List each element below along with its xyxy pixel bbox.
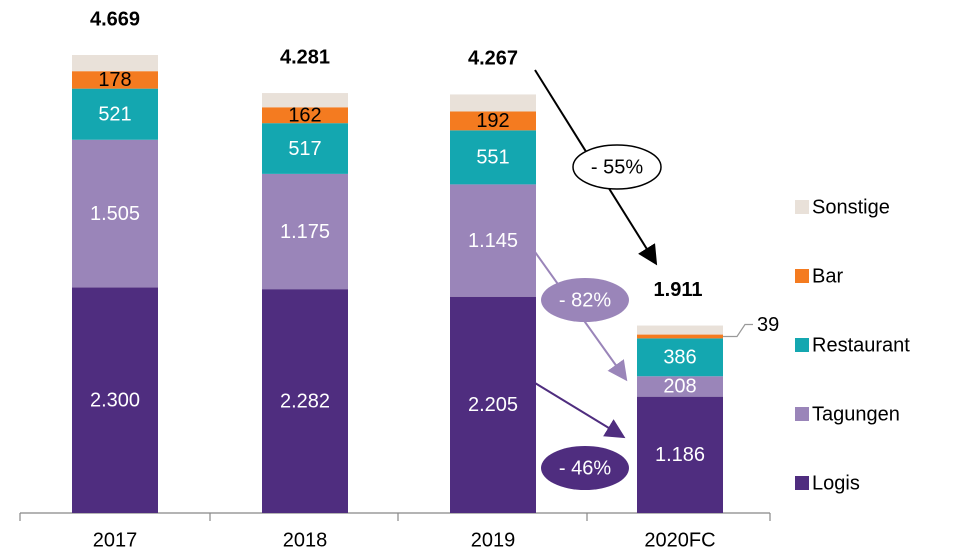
bar-segment [450, 111, 536, 131]
value-label: 39 [757, 314, 779, 336]
x-tick-label: 2020FC [644, 529, 715, 551]
value-label: 517 [288, 138, 321, 160]
annotation-bubble [541, 446, 629, 490]
bar-segment [450, 184, 536, 297]
value-label: 551 [476, 147, 509, 169]
bar-segment [637, 338, 723, 377]
bar-segment [450, 296, 536, 513]
value-label: 162 [288, 105, 321, 127]
x-tick-label: 2018 [283, 529, 328, 551]
value-label: 2.282 [280, 390, 330, 412]
total-label: 1.911 [654, 279, 703, 301]
annotation-bubble [541, 278, 629, 322]
legend-swatch [795, 338, 809, 352]
bar-segment [72, 287, 158, 513]
value-label: 1.505 [90, 203, 140, 225]
legend-label: Sonstige [812, 196, 890, 218]
annotation-bubble [572, 144, 662, 190]
legend-swatch [795, 476, 809, 490]
bar-segment [72, 139, 158, 288]
bar-segment [262, 123, 348, 174]
leader-line [723, 323, 753, 338]
x-tick-label: 2017 [93, 529, 138, 551]
bar-segment [637, 334, 723, 339]
arrow [534, 382, 626, 439]
bar-segment [637, 396, 723, 513]
bar-segment [262, 93, 348, 108]
bar-segment [72, 55, 158, 72]
annotation: - 46% [559, 457, 611, 479]
axis-ticks [19, 513, 771, 521]
bar-segment [72, 88, 158, 140]
total-label: 4.281 [280, 46, 330, 68]
annotation: - 55% [591, 156, 643, 178]
legend-swatch [795, 200, 809, 214]
legend-label: Logis [812, 472, 860, 494]
total-label: 4.669 [90, 8, 140, 30]
bar-segment [262, 173, 348, 290]
total-label: 4.267 [468, 48, 518, 70]
bar-segment [450, 94, 536, 112]
value-label: 178 [98, 69, 131, 91]
value-label: 521 [98, 103, 131, 125]
value-label: 2.300 [90, 389, 140, 411]
annotation: - 82% [559, 289, 611, 311]
legend-label: Tagungen [812, 403, 900, 425]
value-label: 192 [476, 110, 509, 132]
legend-label: Bar [812, 265, 843, 287]
bar-segment [637, 376, 723, 397]
bar-segment [450, 130, 536, 185]
x-tick-label: 2019 [471, 529, 516, 551]
value-label: 2.205 [468, 394, 518, 416]
bar-segment [262, 107, 348, 124]
bar-segment [72, 71, 158, 89]
value-label: 1.145 [468, 230, 518, 252]
bar-segment [262, 289, 348, 513]
legend-label: Restaurant [812, 334, 910, 356]
legend-swatch [795, 407, 809, 421]
value-label: 386 [663, 347, 696, 369]
legend-swatch [795, 269, 809, 283]
value-label: 1.186 [655, 444, 705, 466]
value-label: 1.175 [280, 221, 330, 243]
value-label: 208 [663, 376, 696, 398]
bar-segment [637, 325, 723, 335]
